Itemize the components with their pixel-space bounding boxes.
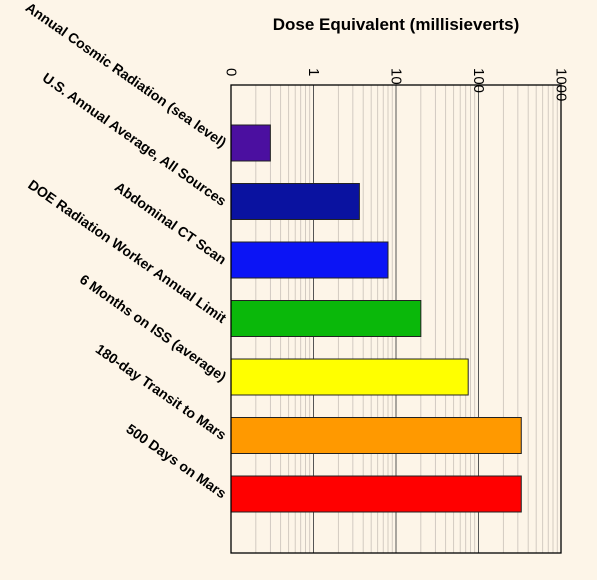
bar: [230, 241, 389, 279]
bar: [230, 124, 271, 162]
bar: [230, 358, 469, 396]
chart-title: Dose Equivalent (millisieverts): [273, 15, 520, 34]
x-tick-label: 0: [223, 68, 240, 76]
category-label: 6 Months on ISS (average): [77, 271, 230, 385]
bar: [230, 475, 522, 513]
bar: [230, 417, 522, 454]
plot-frame: [230, 84, 562, 554]
x-tick-label: 1000: [553, 68, 570, 101]
bar: [230, 300, 422, 337]
bar: [230, 183, 360, 220]
tick-labels: 0 1 10 100 1000: [223, 68, 570, 101]
x-tick-label: 10: [388, 68, 405, 85]
bars: [230, 124, 522, 513]
category-labels: Annual Cosmic Radiation (sea level)U.S. …: [23, 0, 230, 502]
x-tick-label: 100: [470, 68, 487, 93]
x-tick-label: 1: [305, 68, 322, 76]
